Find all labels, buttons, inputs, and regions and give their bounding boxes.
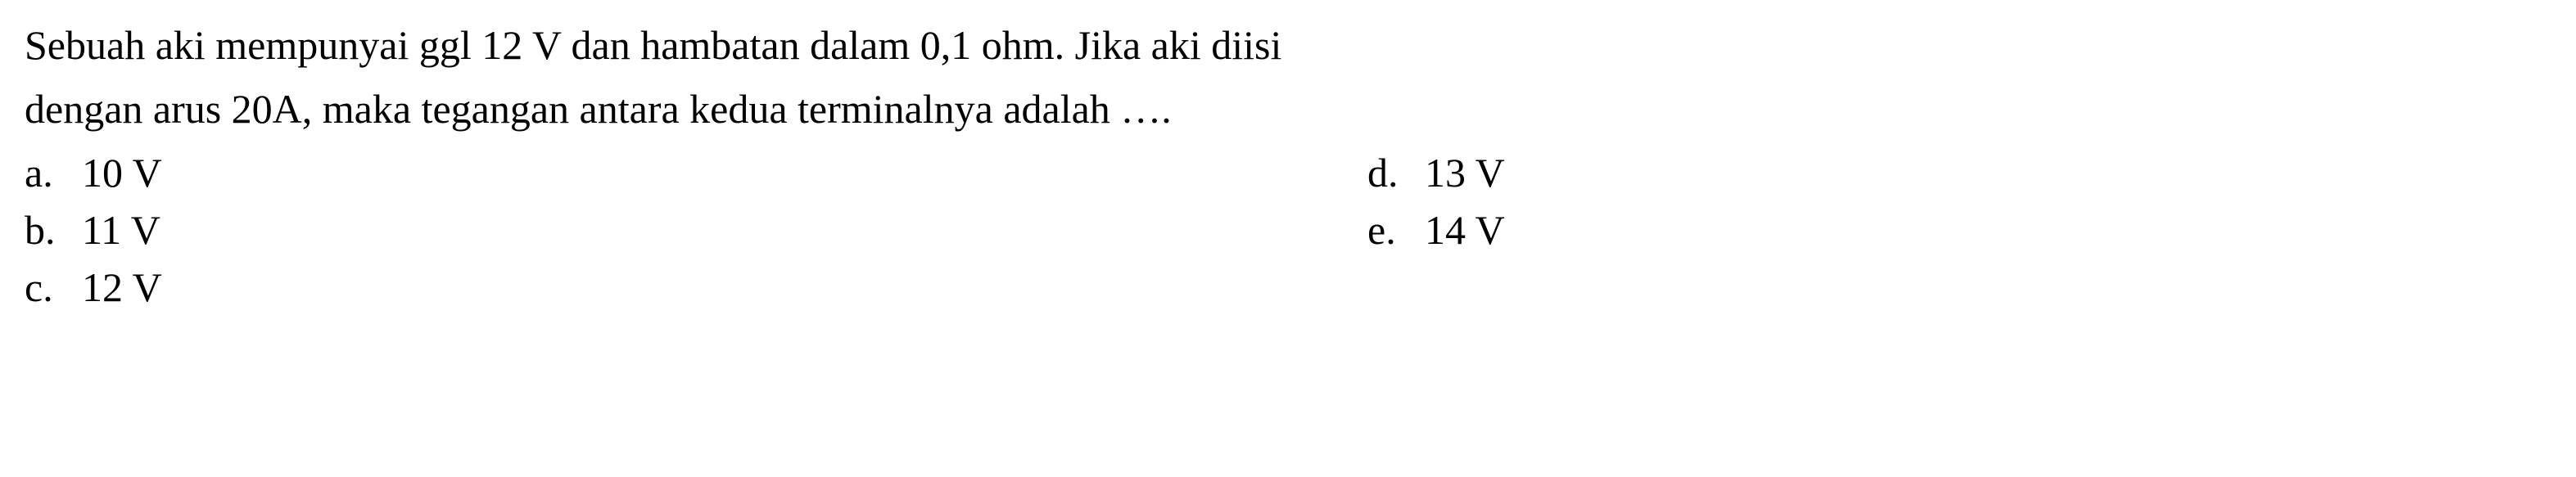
question-line-1: Sebuah aki mempunyai ggl 12 V dan hambat… [25,16,2551,74]
option-value: 10 V [82,144,1367,201]
options-column-left: a. 10 V b. 11 V c. 12 V [25,144,1367,316]
options-container: a. 10 V b. 11 V c. 12 V d. 13 V e. 14 V [25,144,2551,316]
option-a: a. 10 V [25,144,1367,201]
question-line-2: dengan arus 20A, maka tegangan antara ke… [25,80,2551,137]
option-d: d. 13 V [1367,144,2551,201]
option-letter: c. [25,259,82,316]
option-letter: a. [25,144,82,201]
option-c: c. 12 V [25,259,1367,316]
option-letter: d. [1367,144,1425,201]
option-e: e. 14 V [1367,201,2551,259]
option-letter: e. [1367,201,1425,259]
option-value: 12 V [82,259,1367,316]
option-letter: b. [25,201,82,259]
option-value: 14 V [1425,201,2551,259]
options-column-right: d. 13 V e. 14 V [1367,144,2551,316]
option-value: 13 V [1425,144,2551,201]
option-value: 11 V [82,201,1367,259]
option-b: b. 11 V [25,201,1367,259]
